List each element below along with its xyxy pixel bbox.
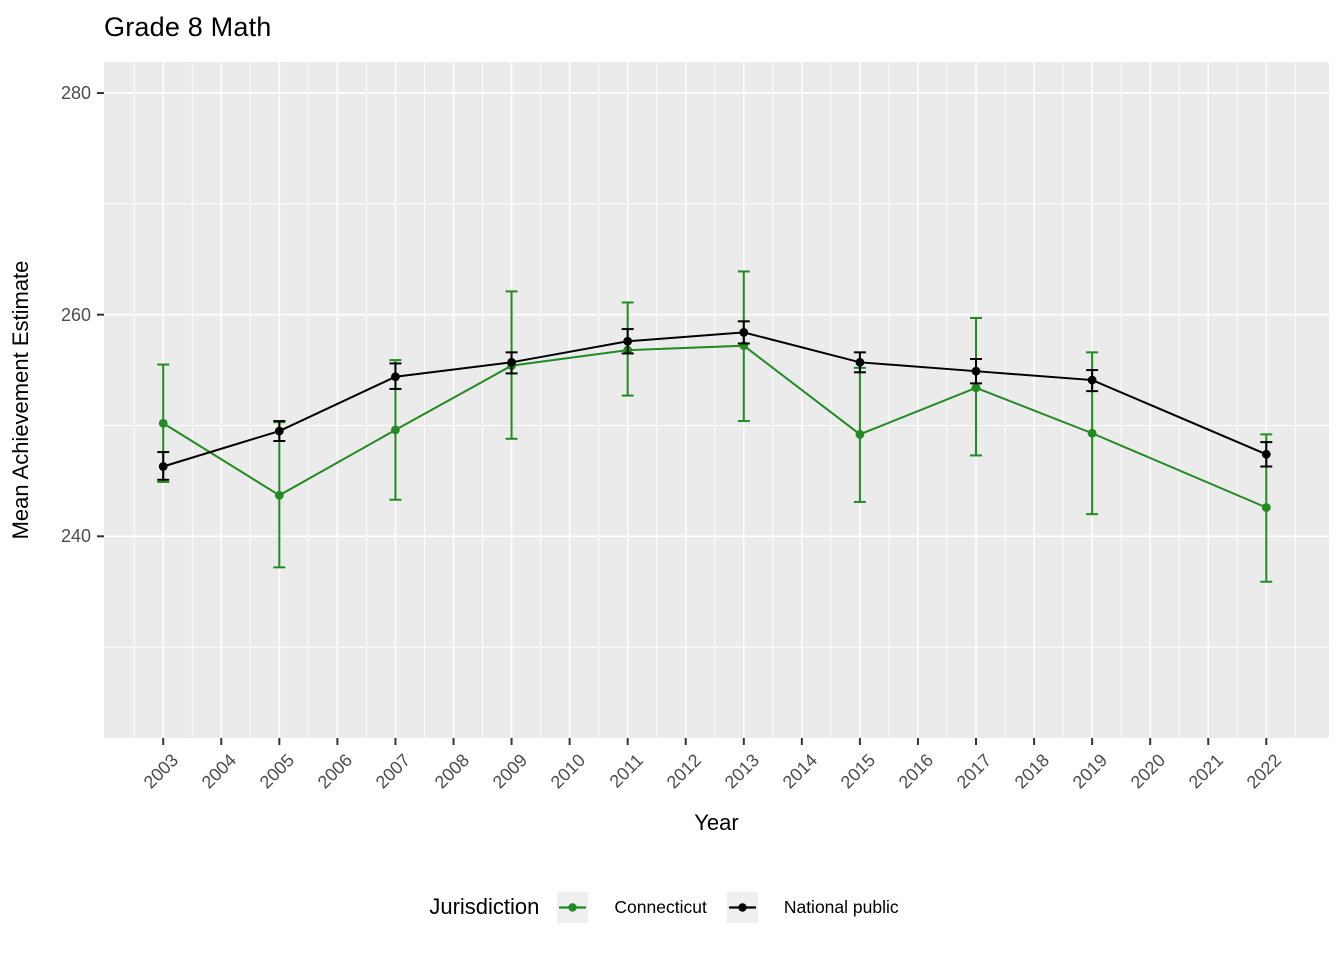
legend-entries: Connecticut National public (557, 891, 915, 923)
panel-background (104, 62, 1329, 738)
y-tick-label: 260 (60, 304, 91, 325)
data-point-connecticut (274, 490, 284, 500)
legend-label: Connecticut (614, 896, 707, 917)
legend: Jurisdiction Connecticut National public (0, 876, 1344, 938)
data-point-connecticut (158, 418, 168, 428)
legend-entry-connecticut: Connecticut (557, 891, 722, 923)
data-point-connecticut (1261, 503, 1271, 512)
data-point-connecticut (1087, 428, 1097, 438)
legend-label: National public (783, 896, 899, 917)
data-point-connecticut (391, 425, 400, 435)
x-axis-title: Year (694, 810, 739, 835)
data-point-national-public (739, 328, 749, 337)
series-line-connecticut (162, 344, 1267, 509)
data-point-connecticut (971, 383, 981, 393)
data-point-national-public (855, 357, 865, 367)
data-point-national-public (971, 366, 981, 376)
data-point-connecticut (855, 429, 865, 439)
series-line-national-public (162, 331, 1267, 468)
legend-title: Jurisdiction (429, 894, 540, 919)
data-point-national-public (1261, 449, 1271, 459)
y-tick-label: 240 (60, 526, 91, 547)
data-point-national-public (623, 336, 633, 346)
y-tick-label: 280 (60, 83, 91, 104)
legend-key-icon (726, 891, 758, 923)
data-point-national-public (507, 357, 516, 367)
data-point-national-public (274, 426, 284, 436)
legend-entry-national-public: National public (726, 891, 915, 923)
data-point-national-public (158, 462, 168, 471)
data-point-national-public (391, 372, 400, 382)
legend-key-icon (557, 891, 589, 923)
data-point-national-public (1087, 375, 1097, 385)
plot-title: Grade 8 Math (104, 12, 272, 42)
